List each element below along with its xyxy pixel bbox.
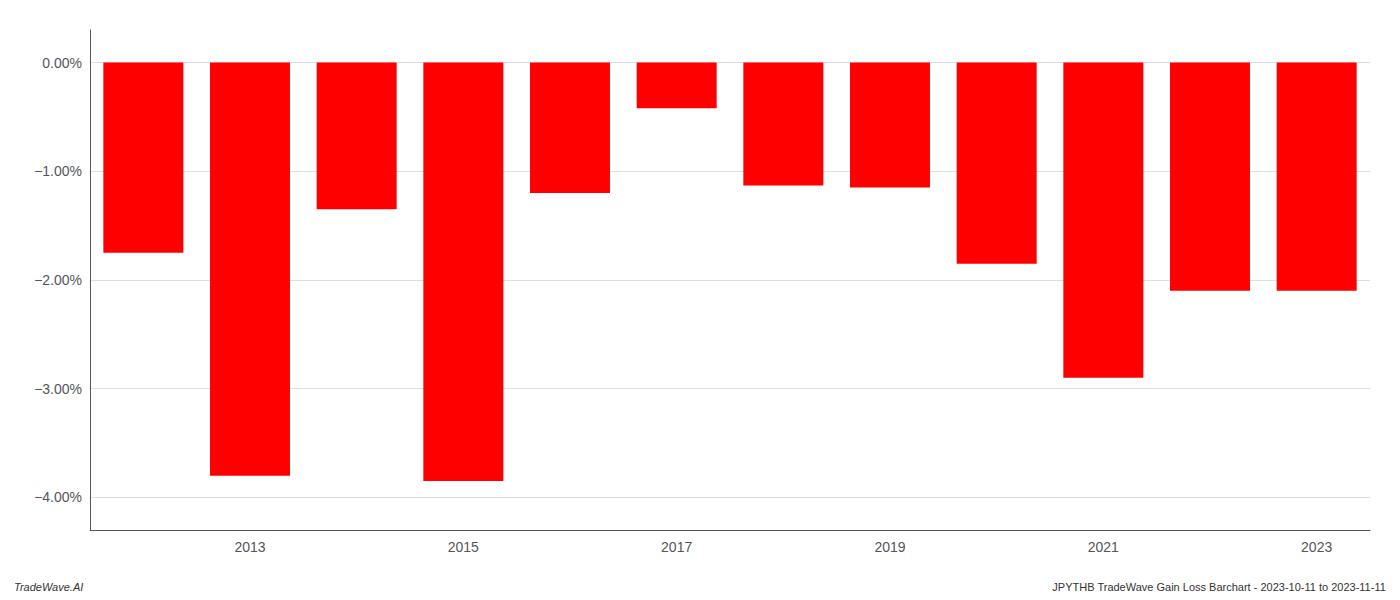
svg-text:−1.00%: −1.00% xyxy=(34,163,82,179)
svg-text:−4.00%: −4.00% xyxy=(34,489,82,505)
svg-text:2017: 2017 xyxy=(661,539,692,555)
svg-text:0.00%: 0.00% xyxy=(42,55,82,71)
svg-text:TradeWave.AI: TradeWave.AI xyxy=(14,581,83,593)
svg-text:2019: 2019 xyxy=(874,539,905,555)
svg-text:JPYTHB TradeWave Gain Loss Bar: JPYTHB TradeWave Gain Loss Barchart - 20… xyxy=(1052,581,1385,593)
svg-text:2023: 2023 xyxy=(1301,539,1332,555)
svg-text:2015: 2015 xyxy=(448,539,479,555)
svg-text:−3.00%: −3.00% xyxy=(34,381,82,397)
svg-text:−2.00%: −2.00% xyxy=(34,272,82,288)
svg-text:2021: 2021 xyxy=(1088,539,1119,555)
svg-text:2013: 2013 xyxy=(234,539,265,555)
